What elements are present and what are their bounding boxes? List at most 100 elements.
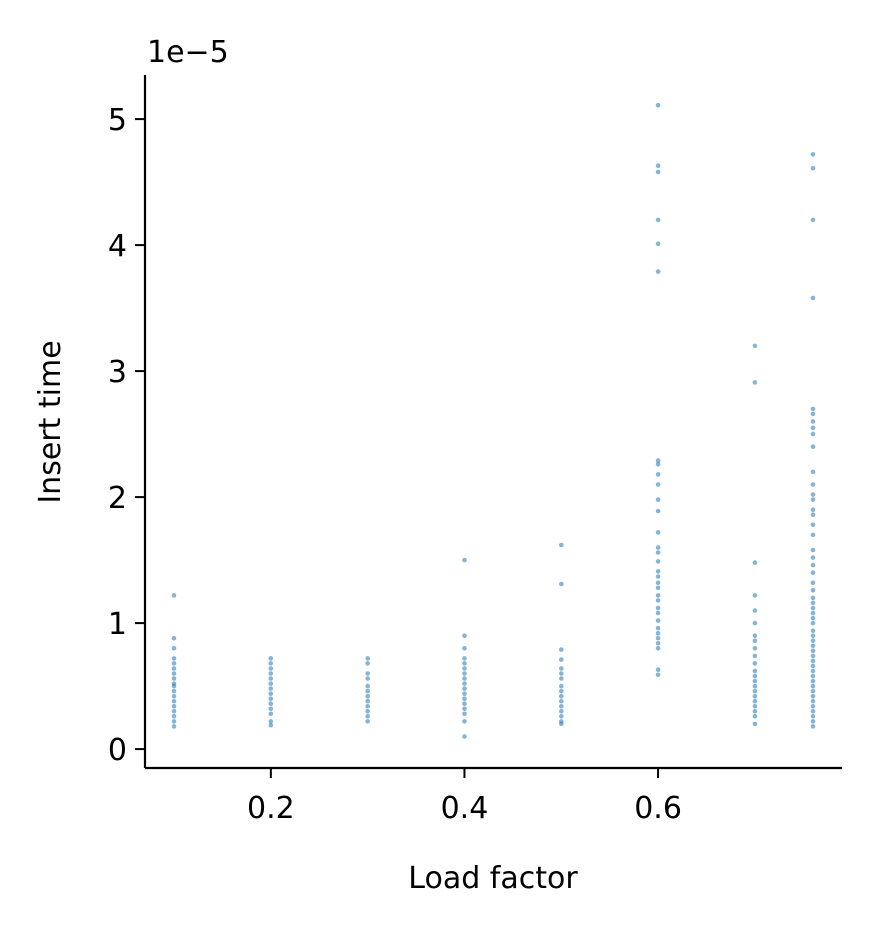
data-point (810, 492, 816, 497)
data-point (268, 719, 274, 724)
data-point (462, 686, 467, 691)
y-tick-label: 2 (108, 481, 127, 516)
data-point (171, 683, 177, 689)
data-point (810, 714, 816, 719)
data-point (810, 653, 816, 659)
data-point (171, 656, 177, 661)
data-point (655, 550, 661, 555)
data-point (171, 714, 177, 719)
data-point (810, 419, 816, 424)
data-point (171, 661, 177, 666)
data-point (559, 676, 564, 681)
data-point (752, 693, 758, 699)
data-point (462, 719, 467, 724)
data-point (752, 678, 758, 684)
data-point (268, 666, 274, 671)
data-point (655, 559, 661, 564)
data-point (655, 667, 661, 672)
data-point (752, 668, 758, 674)
data-point (171, 593, 177, 598)
data-point (462, 691, 467, 696)
data-point (810, 165, 816, 171)
data-point (810, 406, 816, 412)
data-point (655, 102, 661, 108)
data-point (559, 693, 564, 699)
data-point (810, 658, 816, 664)
data-point (810, 628, 816, 633)
data-point (655, 593, 661, 598)
data-point (810, 482, 816, 487)
data-point (171, 719, 177, 724)
data-point (559, 671, 564, 676)
data-point (462, 557, 467, 563)
data-point (810, 709, 816, 714)
data-point (810, 719, 816, 724)
data-point (810, 532, 816, 538)
data-point (365, 704, 371, 709)
data-point (810, 678, 816, 684)
data-point (462, 656, 467, 661)
data-point (810, 507, 816, 512)
data-point (752, 714, 758, 719)
data-point (810, 522, 816, 528)
data-point (268, 696, 274, 701)
y-tick-label: 4 (108, 229, 127, 264)
data-point (810, 724, 816, 729)
data-point (559, 714, 564, 719)
data-point (268, 686, 274, 691)
data-point (365, 656, 371, 661)
data-point (462, 681, 467, 686)
x-axis-title: Load factor (408, 861, 578, 896)
data-point (752, 633, 758, 638)
data-point (268, 681, 274, 686)
y-offset-label: 1e−5 (147, 35, 229, 70)
data-point (559, 542, 564, 548)
data-point (810, 683, 816, 689)
data-point (810, 693, 816, 699)
data-point (752, 683, 758, 689)
x-tick-label: 0.6 (634, 791, 682, 826)
y-axis-title: Insert time (33, 340, 68, 503)
data-point (268, 722, 274, 728)
data-point (752, 343, 758, 349)
data-point (365, 693, 371, 699)
data-point (655, 618, 661, 623)
data-point (655, 497, 661, 502)
data-point (810, 217, 816, 223)
data-point (810, 411, 816, 417)
data-point (752, 698, 758, 704)
data-point (752, 653, 758, 659)
data-point (810, 648, 816, 654)
data-point (655, 508, 661, 514)
data-point (810, 615, 816, 621)
data-point (752, 560, 758, 565)
data-point (268, 701, 274, 706)
data-point (365, 683, 371, 689)
data-point (655, 241, 661, 247)
data-point (810, 633, 816, 638)
data-point (810, 562, 816, 568)
data-point (752, 593, 758, 598)
data-point (559, 581, 564, 587)
data-point (655, 458, 661, 463)
data-point (559, 666, 564, 671)
data-point (365, 661, 371, 666)
data-point (559, 647, 564, 652)
data-point (655, 169, 661, 175)
data-point (810, 698, 816, 704)
y-tick-label: 5 (108, 103, 127, 138)
x-ticks: 0.2 0.4 0.6 (247, 768, 682, 826)
data-point (655, 625, 661, 631)
data-point (171, 693, 177, 699)
data-point (365, 671, 371, 676)
data-point (810, 620, 816, 626)
data-point (810, 570, 816, 575)
data-point (268, 656, 274, 661)
data-point (810, 444, 816, 450)
data-point (268, 691, 274, 696)
data-point (810, 469, 816, 475)
data-point (462, 734, 467, 739)
data-point (752, 646, 758, 651)
data-point (171, 646, 177, 651)
